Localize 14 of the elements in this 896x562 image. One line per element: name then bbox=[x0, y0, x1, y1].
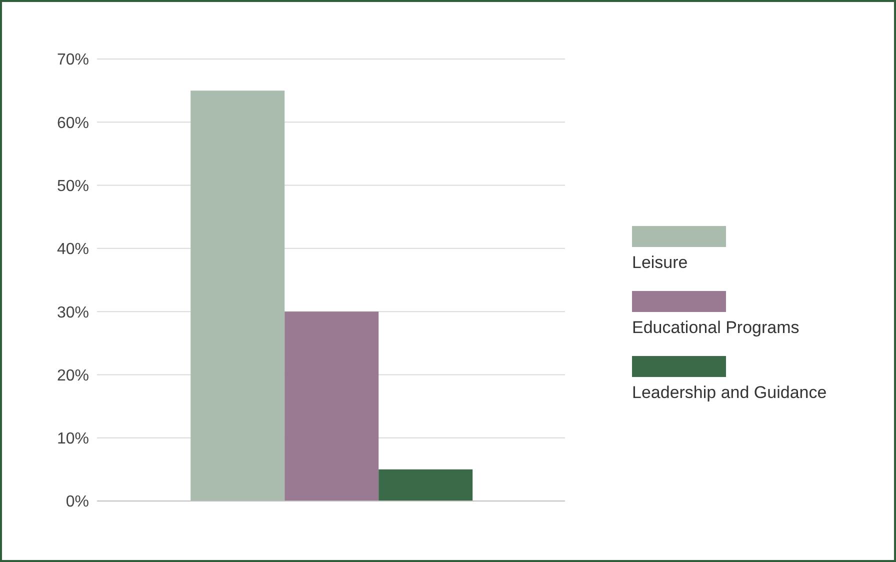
y-tick-label: 60% bbox=[56, 114, 89, 132]
text: Educational Programs bbox=[632, 318, 800, 338]
text: Leisure bbox=[632, 253, 689, 273]
y-tick-label: 30% bbox=[56, 304, 89, 322]
y-tick-label: 20% bbox=[56, 367, 89, 384]
bar bbox=[190, 90, 285, 501]
text: Leadership and Guidance bbox=[632, 383, 828, 403]
y-tick-label: 50% bbox=[56, 178, 89, 195]
bar bbox=[378, 469, 473, 501]
y-tick-label: 70% bbox=[56, 52, 89, 69]
y-tick-label: 10% bbox=[56, 430, 89, 448]
bar bbox=[284, 312, 379, 501]
y-tick-label: 40% bbox=[56, 241, 89, 258]
y-tick-label: 0% bbox=[66, 494, 89, 511]
